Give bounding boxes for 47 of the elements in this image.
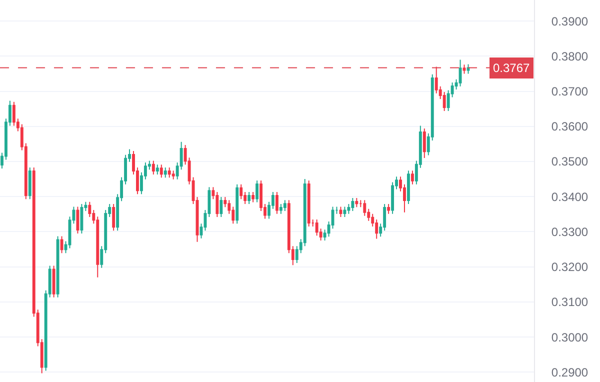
y-tick-label: 0.3200 — [551, 260, 588, 274]
candlestick — [28, 166, 32, 200]
candlestick — [279, 203, 282, 214]
y-tick-label: 0.3800 — [551, 49, 588, 64]
candlestick — [355, 198, 358, 208]
candlestick — [335, 206, 338, 214]
candlestick — [283, 200, 286, 212]
candlestick — [410, 170, 414, 185]
candlestick — [315, 218, 318, 236]
y-tick-label: 0.3300 — [551, 224, 588, 239]
candlestick — [339, 206, 342, 218]
candlestick — [220, 196, 223, 218]
candlestick — [256, 180, 259, 203]
candlestick — [152, 160, 155, 175]
candlestick — [56, 236, 60, 298]
candlestick — [462, 64, 466, 74]
candlestick — [60, 236, 64, 254]
candlestick — [112, 203, 116, 232]
y-tick-label: 0.2900 — [551, 365, 588, 380]
candlestick — [164, 166, 167, 178]
candlestick — [422, 128, 426, 158]
candlestick — [240, 184, 243, 200]
candlestick — [406, 170, 410, 204]
candlestick — [252, 192, 255, 203]
ref-line-label: 0.3767 — [493, 61, 530, 75]
candlestick — [343, 206, 346, 218]
candlestick — [80, 203, 84, 234]
y-tick-label: 0.3100 — [551, 295, 588, 310]
candlestick — [387, 203, 390, 214]
candlestick — [76, 206, 80, 234]
candlestick — [351, 198, 354, 212]
candlestick — [236, 184, 239, 224]
y-tick-label: 0.3400 — [551, 190, 588, 204]
candlestick — [156, 164, 159, 175]
candlestick — [307, 180, 310, 227]
y-tick-label: 0.3600 — [551, 120, 588, 134]
candlestick — [168, 166, 171, 178]
candlestick — [160, 164, 163, 178]
y-tick-label: 0.3700 — [551, 84, 588, 98]
candlestick — [248, 192, 251, 204]
y-tick-label: 0.3000 — [551, 330, 588, 344]
y-tick-label: 0.3900 — [551, 14, 588, 28]
candlestick — [275, 192, 278, 214]
candlestick — [52, 265, 56, 298]
y-tick-label: 0.3500 — [551, 154, 588, 169]
candlestick — [172, 170, 175, 180]
candlestick — [458, 59, 462, 87]
